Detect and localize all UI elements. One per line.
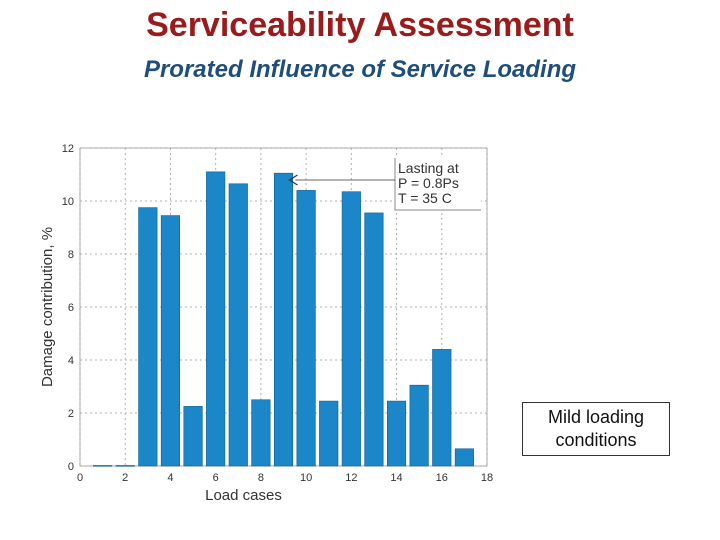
x-tick-label: 16	[436, 472, 448, 484]
y-tick-label: 4	[68, 355, 74, 367]
bar	[386, 400, 407, 467]
annotation-line: P = 0.8Ps	[398, 175, 459, 191]
annotation-line: Lasting at	[398, 160, 459, 176]
annotation-border	[394, 158, 481, 211]
bar	[183, 406, 203, 467]
bar	[296, 190, 316, 467]
mild-loading-note: Mild loading conditions	[522, 402, 670, 456]
x-tick-label: 0	[77, 472, 83, 484]
y-tick-label: 6	[68, 302, 74, 314]
x-tick-label: 10	[300, 472, 312, 484]
y-tick-label: 10	[62, 196, 74, 208]
x-tick-label: 2	[122, 472, 128, 484]
bar	[251, 399, 271, 467]
x-tick-label: 18	[481, 472, 493, 484]
x-tick-label: 4	[167, 472, 173, 484]
y-tick-label: 8	[68, 249, 74, 261]
bar	[160, 215, 181, 467]
bar	[115, 465, 135, 467]
y-tick-label: 12	[62, 143, 74, 155]
x-tick-label: 6	[213, 472, 219, 484]
page-title: Serviceability Assessment	[146, 6, 574, 44]
annotation-line: T = 35 C	[398, 190, 452, 206]
bar	[341, 191, 361, 467]
bar	[138, 207, 158, 467]
bar	[93, 465, 113, 467]
bar	[206, 171, 226, 467]
chart-ticks: 0 2 4 6 8 10 12 14 16 18 0 2 4 6 8 10 12	[62, 143, 493, 484]
bar	[228, 183, 248, 467]
chart-bars	[93, 171, 474, 467]
annotation-arrow-head	[288, 174, 298, 186]
bar	[409, 384, 429, 467]
y-tick-label: 2	[68, 408, 74, 420]
x-tick-label: 8	[258, 472, 264, 484]
x-tick-label: 12	[345, 472, 357, 484]
y-axis-label: Damage contribution, %	[39, 227, 56, 387]
chart-labels: Load cases Damage contribution, %	[39, 227, 282, 504]
bar	[319, 400, 339, 467]
y-tick-label: 0	[68, 461, 74, 473]
x-tick-label: 14	[390, 472, 402, 484]
bar	[273, 172, 294, 467]
x-axis-label: Load cases	[205, 487, 282, 504]
bar	[432, 349, 452, 467]
bar	[364, 212, 384, 467]
bar	[454, 448, 474, 467]
page-subtitle: Prorated Influence of Service Loading	[143, 56, 577, 83]
annotation-bg	[395, 158, 481, 210]
